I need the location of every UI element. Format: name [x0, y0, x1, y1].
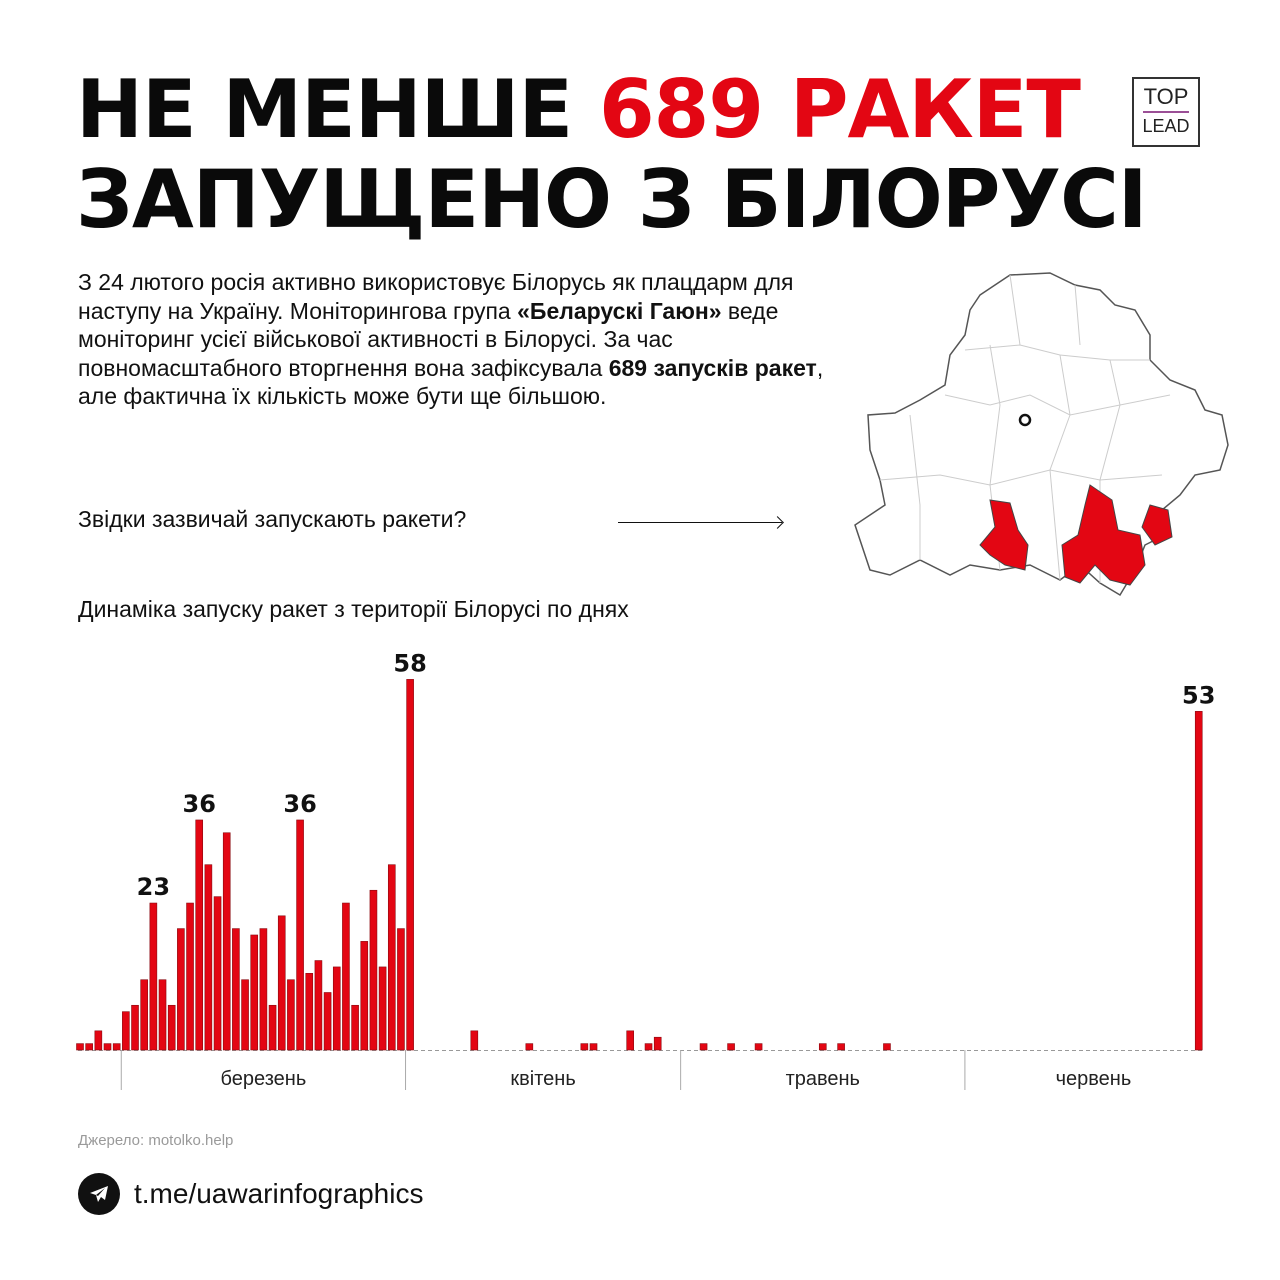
- intro-part: , але фактична їх кількість може бути ще…: [78, 354, 824, 410]
- bar-07.03: [177, 928, 185, 1051]
- headline-line-1: НЕ МЕНШЕ 689 РАКЕТ: [76, 70, 1081, 150]
- bar-24.03: [332, 966, 341, 1051]
- bar-17.03: [268, 1004, 277, 1051]
- bar-chart: 23 36 36 58 53 березень квітень травень червень: [76, 649, 1215, 1090]
- data-label: 23: [137, 873, 170, 901]
- bar-29.03: [378, 966, 387, 1051]
- headline-accent: 689 РАКЕТ: [599, 63, 1081, 156]
- bar-14.04: [525, 1043, 534, 1051]
- group-name: «Беларускі Гаюн»: [517, 297, 722, 324]
- bar-27.02: [103, 1043, 112, 1051]
- bar-08.03: [186, 902, 194, 1051]
- bar-28.04: [653, 1036, 662, 1051]
- highlighted-region: [1061, 484, 1146, 586]
- bar-31.03: [397, 928, 405, 1051]
- bar-23.03: [323, 992, 332, 1051]
- bar-26.02: [94, 1030, 103, 1051]
- bar-16.03: [259, 928, 268, 1051]
- arrow-right-icon: [618, 522, 782, 523]
- chart-title: Динаміка запуску ракет з території Білор…: [78, 596, 629, 622]
- data-label: 53: [1182, 681, 1215, 709]
- data-label: 58: [393, 649, 426, 677]
- bar-21.04: [589, 1043, 598, 1051]
- belarus-map-icon: [854, 272, 1229, 597]
- headline-line-2: ЗАПУЩЕНО З БІЛОРУСІ: [76, 153, 1148, 246]
- bar-20.04: [580, 1043, 589, 1051]
- bar-24.02: [76, 1043, 84, 1051]
- telegram-icon: [78, 1173, 120, 1215]
- bar-06.05: [727, 1043, 735, 1051]
- telegram-link[interactable]: t.me/uawarinfographics: [78, 1173, 423, 1215]
- data-label: 36: [183, 790, 216, 818]
- bar-23.05: [883, 1043, 891, 1051]
- bar-10.03: [204, 864, 213, 1051]
- bar-26.03: [351, 1004, 359, 1051]
- question-text: Звідки зазвичай запускають ракети?: [78, 506, 467, 532]
- bar-09.05: [754, 1043, 763, 1051]
- data-label: 36: [283, 790, 316, 818]
- logo-bottom: LEAD: [1142, 116, 1190, 136]
- bar-25.04: [626, 1030, 635, 1051]
- highlighted-region: [1141, 504, 1173, 546]
- bar-25.03: [342, 902, 350, 1051]
- bar-06.03: [167, 1004, 176, 1051]
- bar-11.03: [213, 896, 222, 1051]
- bar-28.03: [369, 889, 378, 1051]
- bar-18.05: [837, 1043, 845, 1051]
- bar-14.03: [241, 979, 249, 1051]
- headline-text: НЕ МЕНШЕ: [76, 63, 599, 156]
- bar-30.03: [387, 864, 396, 1051]
- source-text: Джерело: motolko.help: [78, 1132, 234, 1149]
- month-label: березень: [221, 1068, 307, 1090]
- bar-01.03: [122, 1011, 130, 1051]
- bar-08.04: [470, 1030, 479, 1051]
- bar-25.02: [85, 1043, 93, 1051]
- logo-top: TOP: [1143, 84, 1189, 109]
- bar-28.02: [112, 1043, 121, 1051]
- bar-12.03: [222, 832, 231, 1051]
- intro-part: веде моніторинг усієї військової активно…: [78, 297, 779, 381]
- bar-22.03: [314, 960, 323, 1051]
- intro-text: З 24 лютого росія активно використовує Б…: [78, 268, 838, 411]
- bar-13.03: [232, 928, 240, 1051]
- logo-divider: [1143, 111, 1189, 113]
- bar-02.03: [131, 1004, 139, 1051]
- bar-15.03: [250, 934, 259, 1051]
- month-label: квітень: [510, 1068, 575, 1090]
- month-label: травень: [786, 1068, 860, 1090]
- bar-03.03: [140, 979, 148, 1051]
- bar-03.05: [699, 1043, 708, 1051]
- bar-04.03: [149, 902, 158, 1051]
- bar-27.03: [360, 941, 369, 1051]
- bar-26.06: [1194, 711, 1203, 1051]
- bar-21.03: [305, 973, 314, 1051]
- bar-09.03: [195, 819, 204, 1051]
- month-label: червень: [1056, 1068, 1132, 1090]
- bar-19.03: [287, 979, 295, 1051]
- bar-01.04: [406, 679, 414, 1051]
- bar-20.03: [296, 819, 304, 1051]
- bar-05.03: [158, 979, 167, 1051]
- map-regions: [879, 274, 1171, 583]
- minsk-marker: [1018, 413, 1032, 427]
- intro-part: З 24 лютого росія активно використовує Б…: [78, 269, 794, 324]
- top-lead-logo: TOP LEAD: [1132, 77, 1200, 147]
- bar-16.05: [818, 1043, 827, 1051]
- launch-count: 689 запусків ракет: [608, 354, 817, 381]
- telegram-link-text: t.me/uawarinfographics: [134, 1178, 424, 1209]
- highlighted-region: [979, 499, 1029, 571]
- map-outline: [854, 272, 1229, 597]
- bar-18.03: [277, 915, 286, 1051]
- bar-27.04: [644, 1043, 653, 1051]
